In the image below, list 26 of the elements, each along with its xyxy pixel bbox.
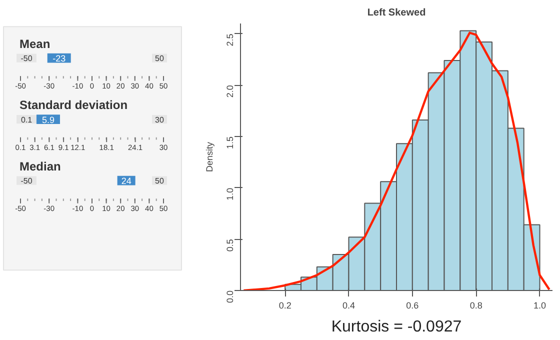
x-tick-label: 0.6 (406, 300, 419, 310)
text: 50 (155, 176, 164, 186)
text: 5.9 (42, 114, 54, 125)
x-tick-label: 0.4 (342, 300, 356, 310)
y-tick-label: 0.0 (225, 290, 235, 304)
text: Kurtosis = -0.0927 (331, 318, 462, 336)
text: Median (20, 159, 61, 174)
x-tick-label: 0.2 (278, 300, 292, 310)
x-tick-label: 1.0 (534, 300, 546, 310)
text: -50 (20, 176, 33, 186)
text: 24 (121, 176, 132, 186)
text: Mean (20, 36, 50, 51)
y-tick-label: 0.5 (225, 239, 235, 252)
chart-title: Left Skewed (367, 8, 426, 18)
text: 50 (155, 54, 164, 64)
text: 0.1 (20, 115, 33, 124)
text: 30 (155, 115, 164, 124)
y-tick-label: 1.0 (225, 188, 235, 200)
x-tick-label: 0.8 (470, 300, 482, 310)
text: Standard deviation (20, 98, 128, 112)
y-tick-label: 2.5 (225, 34, 235, 46)
y-tick-label: 1.5 (225, 136, 235, 149)
text: -23 (52, 54, 66, 64)
text: -50 (20, 54, 33, 64)
y-tick-label: 2.0 (225, 85, 235, 98)
y-axis-title: Density (204, 141, 214, 172)
